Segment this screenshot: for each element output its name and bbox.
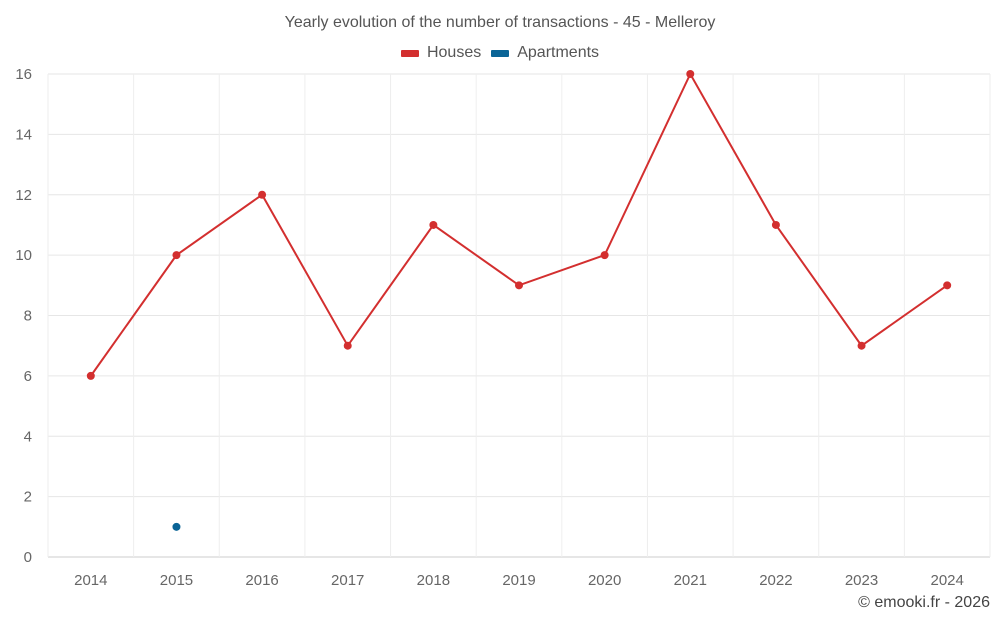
data-point-houses — [686, 70, 695, 78]
y-tick-label: 6 — [24, 368, 32, 385]
x-tick-label: 2020 — [588, 572, 621, 589]
data-point-houses — [515, 281, 523, 290]
legend-swatch-houses — [400, 49, 419, 57]
y-tick-label: 16 — [15, 66, 32, 83]
data-point-houses — [86, 371, 95, 380]
legend-item-apartments[interactable]: Apartments — [491, 44, 599, 62]
data-point-apartments — [172, 522, 181, 531]
y-tick-label: 14 — [15, 126, 32, 143]
data-point-houses — [943, 281, 952, 290]
data-point-houses — [600, 251, 609, 260]
data-point-houses — [771, 220, 780, 229]
y-tick-label: 10 — [15, 247, 32, 264]
legend-label-apartments: Apartments — [517, 44, 600, 61]
data-point-houses — [857, 341, 866, 350]
x-tick-label: 2017 — [331, 572, 364, 589]
data-point-houses — [258, 190, 267, 199]
y-tick-label: 4 — [24, 428, 32, 445]
data-point-houses — [172, 251, 181, 260]
x-tick-label: 2015 — [160, 572, 193, 589]
data-point-houses — [343, 341, 352, 350]
legend-item-houses[interactable]: Houses — [400, 44, 482, 62]
legend-swatch-apartments — [491, 49, 510, 57]
x-tick-label: 2016 — [245, 572, 278, 589]
x-tick-label: 2024 — [930, 572, 963, 589]
x-tick-label: 2021 — [674, 572, 707, 589]
chart-legend: Houses Apartments — [0, 44, 1000, 62]
credit-text: © emooki.fr - 2026 — [858, 594, 990, 611]
x-tick-label: 2019 — [502, 572, 535, 589]
y-tick-label: 0 — [24, 549, 32, 566]
x-tick-label: 2018 — [417, 572, 450, 589]
x-tick-label: 2023 — [845, 572, 878, 589]
x-tick-label: 2014 — [74, 572, 107, 589]
y-tick-label: 2 — [24, 489, 32, 506]
y-tick-label: 8 — [24, 308, 32, 325]
x-tick-label: 2022 — [759, 572, 792, 589]
legend-label-houses: Houses — [426, 44, 482, 61]
chart-title: Yearly evolution of the number of transa… — [284, 14, 716, 31]
data-point-houses — [429, 220, 438, 229]
y-tick-label: 12 — [15, 187, 32, 204]
